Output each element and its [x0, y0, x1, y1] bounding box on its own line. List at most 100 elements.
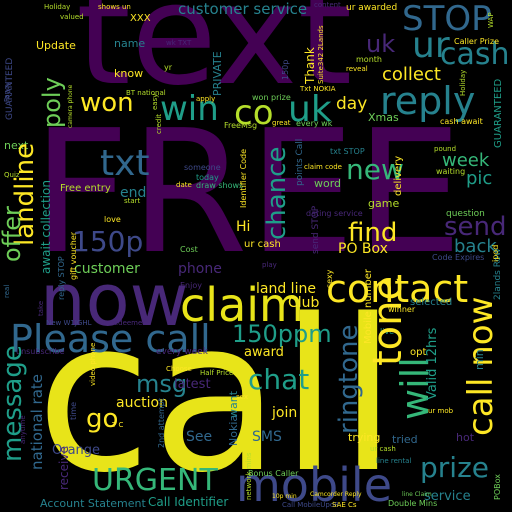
word-free-entry: Free entry: [60, 183, 111, 194]
word-now: now: [40, 258, 189, 342]
word-content: month: [356, 55, 382, 64]
word-latest: latest: [174, 377, 211, 392]
word-valued: shows un: [98, 3, 131, 11]
word-2lands-row: network mins: [245, 452, 253, 501]
word-pound: waiting: [436, 167, 466, 176]
word-easy: credit: [155, 113, 163, 134]
word-guaranteed2: GUARANTEED: [493, 78, 504, 148]
word-valid-12hrs: Valid 12hrs: [425, 327, 440, 400]
word-xxx: content: [314, 1, 341, 9]
word-wk-txt: BT national: [126, 89, 166, 97]
word-claim: claim: [180, 278, 304, 332]
word-identifier-code: points Call: [295, 138, 305, 186]
word-trying: trying: [348, 431, 381, 444]
word-award: award: [244, 345, 284, 360]
word-reply-stop: gift voucher: [69, 231, 78, 280]
word-cash: cash: [440, 37, 510, 72]
word-ur-cash: question: [446, 209, 485, 219]
word-stop: STOP: [402, 0, 492, 39]
word-find: find: [348, 218, 398, 248]
word-customer-service: customer service: [178, 0, 308, 18]
word-land-line: land line: [256, 281, 316, 297]
word-tc: T C: [112, 421, 124, 429]
word-suite: Suite342 2Lands: [317, 25, 325, 84]
word-auction: auction: [116, 395, 168, 411]
word-poly: poly: [38, 77, 66, 128]
word-choose: Choose: [166, 365, 192, 373]
word-phone: phone: [178, 261, 222, 277]
word-claim-code: Code Expires: [432, 253, 485, 262]
word-ur-awarded: unsubscribe: [16, 347, 65, 356]
word-double-mins: Half Price: [200, 369, 234, 377]
word-msg: msg: [136, 370, 188, 398]
word-bonus-caller: Double Mins: [388, 499, 438, 508]
word-text: text: [76, 0, 353, 117]
word-play: play: [262, 261, 277, 269]
word-points-call: every wk: [296, 119, 333, 128]
word-sexy: easy: [151, 93, 159, 110]
word-po-box: PO Box: [338, 241, 388, 257]
word-150ppm: 150ppm: [232, 320, 332, 348]
word-camera-phone: camera phone: [67, 84, 74, 128]
word-account-statement: Account Statement: [40, 497, 146, 510]
word-end: end: [120, 185, 147, 201]
word-txt-nokia: cash await: [440, 117, 483, 126]
word-update: Update: [36, 39, 76, 52]
word-sex: sex: [236, 393, 248, 401]
word-reply: reply: [380, 79, 476, 123]
word-great: great: [272, 119, 291, 127]
word-opt: opt: [410, 347, 427, 358]
word-delivery: claim code: [304, 163, 342, 171]
word-dating-service: txt STOP: [330, 147, 365, 156]
word-credit: time: [69, 401, 78, 420]
word-new-wk: New W1JGHL: [46, 319, 92, 327]
word-tried: tried: [392, 433, 418, 446]
word-game: game: [368, 197, 400, 210]
word-cost: send STOP: [311, 205, 321, 254]
word-service: service: [424, 489, 471, 504]
word-private: PRIVATE: [211, 51, 224, 96]
word-line-claim: Call MobileUpd8: [282, 501, 339, 509]
word-yr: XXX: [130, 13, 151, 24]
word-network-mins: line Claim: [402, 491, 432, 498]
word-camcorder: POBox: [493, 474, 502, 500]
word-call-mobileupd: SAE Cs: [332, 501, 357, 509]
word-cash-await: pound: [434, 145, 457, 153]
word-month: reveal: [346, 65, 368, 73]
word-txt-stop: ur awarded: [346, 3, 398, 13]
word-offer: offer: [0, 206, 26, 262]
word-xmas: Xmas: [368, 111, 399, 124]
word-tone: tone: [365, 275, 411, 366]
word-uk2: uk: [366, 30, 396, 58]
word-gift-voucher: sexy: [325, 269, 334, 288]
word-contact: contact: [326, 267, 469, 311]
word-pobox: ur mob: [428, 407, 454, 415]
word-pic: pic: [466, 168, 493, 189]
word-line-rental: reply STOP: [57, 256, 66, 300]
word-know: know: [114, 67, 144, 80]
word-new: new: [346, 153, 404, 186]
word-hi: Hi: [236, 219, 251, 235]
word-back: back: [454, 236, 497, 257]
word-question: every week: [156, 347, 208, 357]
word-orange: Orange: [52, 443, 101, 458]
word-150p-msg: 150p: [281, 59, 290, 80]
word-word: word: [314, 177, 342, 190]
word-collect: collect: [382, 64, 441, 85]
word-receive: receive: [57, 446, 71, 490]
word-urgent: URGENT: [92, 463, 218, 498]
word-selected: selected: [410, 297, 453, 308]
word-info: video phone: [89, 342, 97, 386]
word-time: ipod: [491, 244, 500, 262]
word-national-rate: national rate: [28, 373, 46, 470]
word-want: want: [227, 390, 240, 418]
word-mobile-number: Identifier Code: [239, 148, 248, 208]
word-freemsg: yr: [164, 63, 173, 72]
word-see: See: [186, 429, 213, 445]
word-send-stop: Mobile number: [363, 268, 374, 344]
word-holiday: Holiday: [459, 69, 467, 96]
word-unsubscribe: Enjoy: [180, 281, 202, 290]
word-await-collection: await collection: [39, 180, 53, 274]
word-fancy: date: [176, 181, 192, 189]
